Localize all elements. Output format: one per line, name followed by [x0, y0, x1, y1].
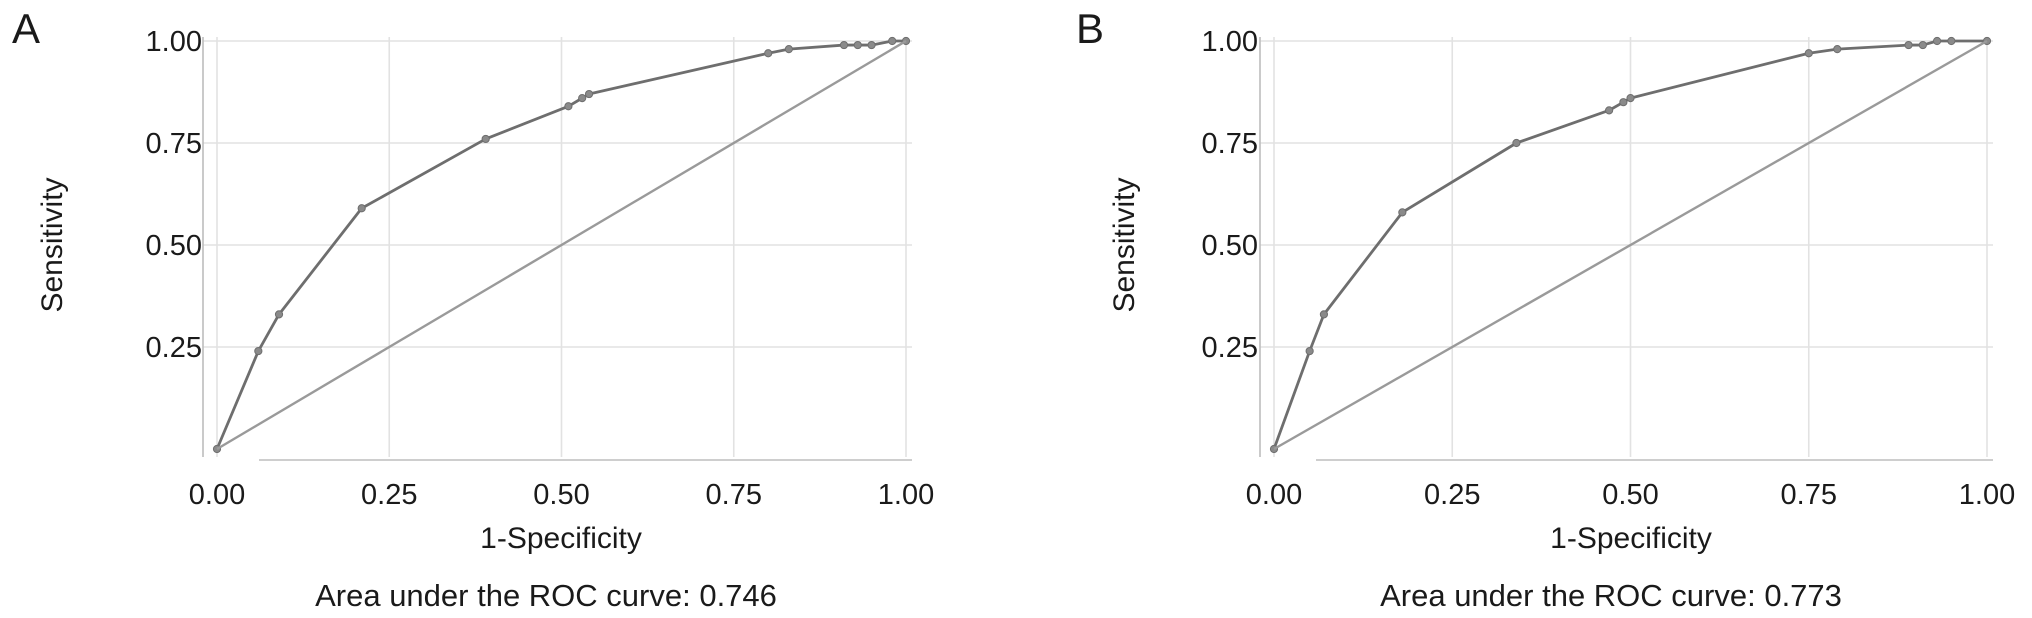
roc-point: [1605, 106, 1614, 115]
roc-point: [274, 310, 284, 319]
y-tick-label: 0.50: [1202, 230, 1258, 262]
roc-point: [357, 204, 366, 213]
reference-line: [1273, 39, 1988, 451]
roc-point: [784, 45, 793, 54]
roc-point: [1904, 40, 1913, 50]
y-tick-label: 0.50: [146, 230, 202, 262]
panel-label: B: [1076, 5, 1105, 52]
y-axis-title: Sensitivity: [1108, 177, 1141, 312]
roc-point: [1804, 49, 1813, 58]
panel-label: A: [12, 5, 41, 52]
roc-point: [1305, 346, 1314, 356]
roc-point: [1833, 45, 1842, 54]
x-tick-label: 0.50: [1602, 479, 1658, 511]
x-tick-label: 0.25: [361, 479, 417, 511]
y-tick-label: 1.00: [146, 26, 202, 58]
roc-point: [853, 40, 862, 50]
roc-panel-a: A 0.00 0.25 0.50 0.75 1.00 0.25 0.50 0.75 1.00 1-…: [12, 5, 934, 614]
roc-point: [1398, 208, 1407, 217]
x-tick-label: 1.00: [878, 479, 934, 511]
roc-point: [1932, 36, 1942, 46]
x-tick-label: 0.75: [1781, 479, 1837, 511]
y-tick-label: 0.75: [1202, 128, 1258, 160]
roc-chart-a: 0.00 0.25 0.50 0.75 1.00 0.25 0.50 0.75 1.00 1-Sp…: [36, 26, 934, 555]
x-axis-title: 1-Specificity: [1550, 522, 1712, 555]
roc-point: [867, 40, 876, 50]
y-axis-title: Sensitivity: [36, 177, 69, 312]
roc-point: [1619, 98, 1628, 107]
x-tick-label: 0.25: [1424, 479, 1480, 511]
y-tick-label: 0.25: [146, 332, 202, 364]
roc-chart-b: 0.00 0.25 0.50 0.75 1.00 0.25 0.50 0.75 1.00 1-Sp…: [1108, 26, 2015, 555]
roc-point: [584, 89, 594, 99]
x-tick-label: 0.00: [1246, 479, 1302, 511]
auc-caption: Area under the ROC curve: 0.746: [315, 578, 777, 613]
y-tick-label: 0.75: [146, 128, 202, 160]
roc-point: [888, 36, 897, 46]
reference-line: [216, 39, 907, 451]
y-tick-label: 0.25: [1202, 332, 1258, 364]
roc-point: [1918, 40, 1927, 50]
roc-point: [839, 40, 849, 50]
x-tick-label: 1.00: [1959, 479, 2015, 511]
roc-point: [1626, 94, 1635, 103]
roc-point: [254, 346, 263, 356]
roc-point: [481, 134, 490, 144]
roc-point: [1319, 310, 1329, 319]
roc-point: [764, 49, 773, 58]
roc-point: [564, 102, 573, 111]
x-tick-label: 0.00: [189, 479, 245, 511]
x-tick-label: 0.50: [533, 479, 589, 511]
roc-panel-b: B 0.00 0.25 0.50 0.75 1.00 0.25 0.50 0.75 1.00 1-…: [1016, 0, 2032, 618]
x-tick-label: 0.75: [706, 479, 762, 511]
x-axis-title: 1-Specificity: [480, 522, 642, 555]
roc-point: [1512, 138, 1521, 148]
roc-point: [1947, 36, 1956, 46]
roc-point: [578, 94, 587, 103]
y-tick-label: 1.00: [1202, 26, 1258, 58]
auc-caption: Area under the ROC curve: 0.773: [1380, 578, 1842, 613]
